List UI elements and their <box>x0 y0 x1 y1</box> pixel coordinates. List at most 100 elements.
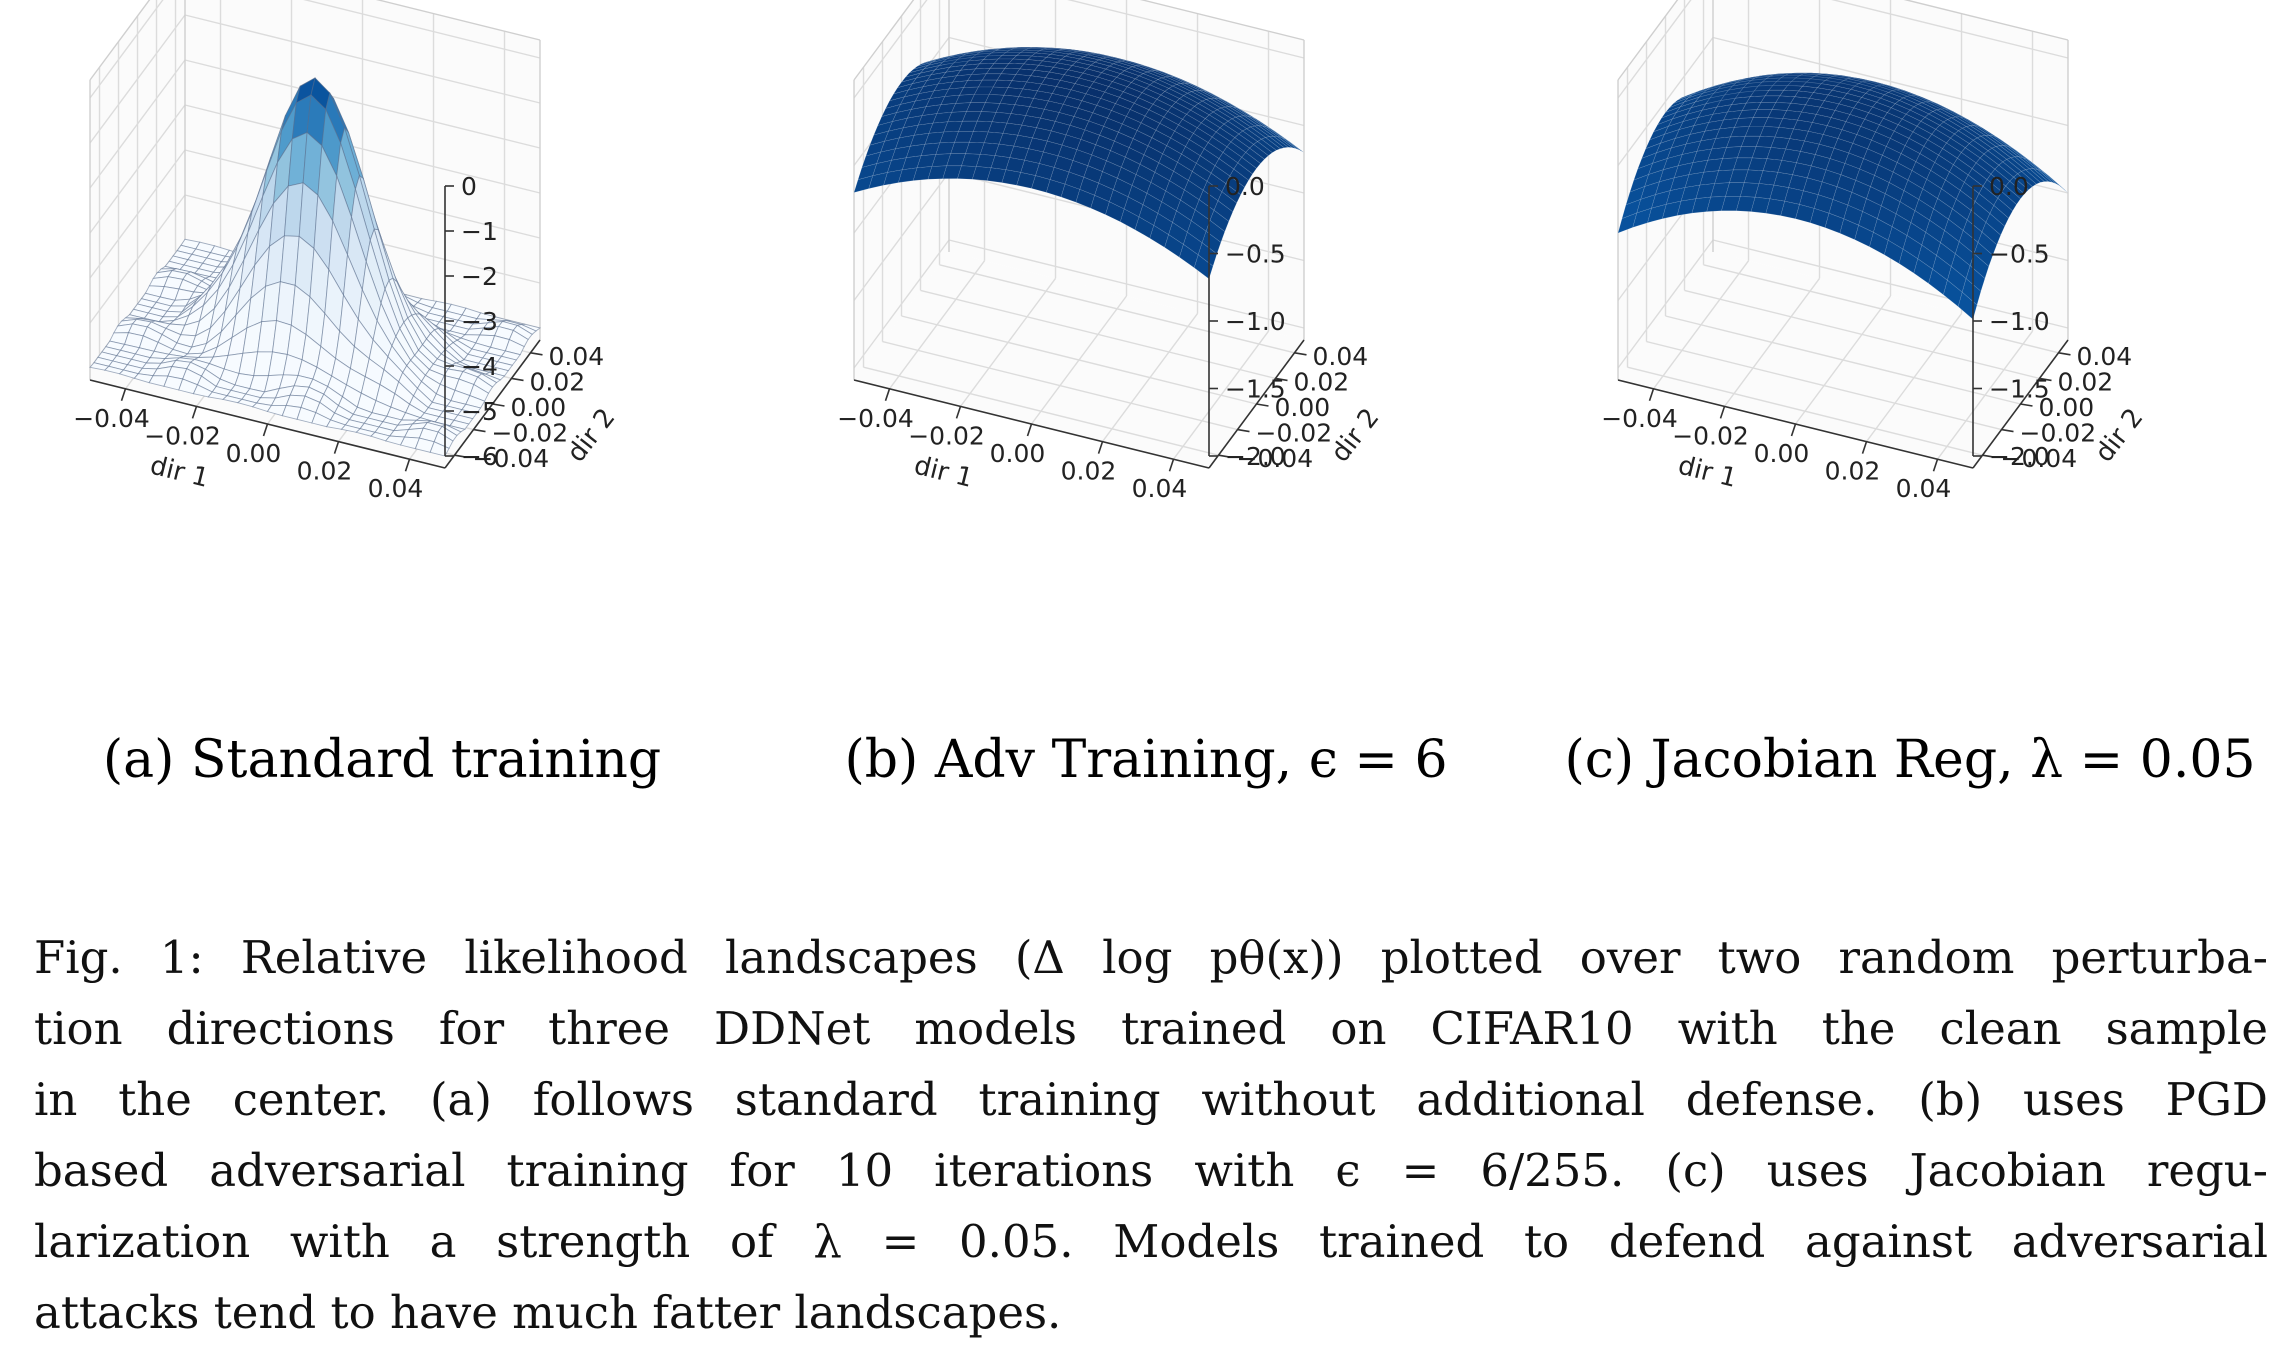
x-tick-mark <box>955 406 962 419</box>
subfigure-adv-training: −0.04 −0.02 0.00 0.02 0.04 −0.04 −0.02 0.00 0.02… <box>764 0 1528 880</box>
y-tick-label: −0.04 <box>2001 444 2078 473</box>
pane-edge <box>1139 0 1305 41</box>
grid-line <box>1684 289 2040 380</box>
y-tick-mark <box>2020 403 2033 407</box>
figure-caption: Fig. 1: Relative likelihood landscapes (… <box>34 922 2268 1348</box>
grid-line <box>184 104 541 194</box>
grid-line <box>303 0 541 59</box>
grid-line <box>1617 37 1714 166</box>
y-tick-mark <box>2039 377 2052 382</box>
x-tick-mark <box>404 458 411 472</box>
surface-facet <box>1264 136 1285 150</box>
y-tick-mark <box>1237 428 1250 433</box>
y-tick-label: 0.00 <box>511 393 567 422</box>
subcaption-b: (b) Adv Training, ϵ = 6 <box>844 730 1448 790</box>
grid-line <box>89 149 186 279</box>
y-tick-label: 0.04 <box>549 342 605 371</box>
surface-facet <box>2020 169 2041 185</box>
y-tick-mark <box>2058 352 2071 356</box>
y-axis-label: dir 2 <box>2089 403 2149 468</box>
x-tick-mark <box>1790 423 1797 437</box>
x-tick-mark <box>1719 406 1726 419</box>
surface-facet <box>2009 176 2029 195</box>
y-tick-label: 0.04 <box>1313 342 1369 371</box>
y-tick-mark <box>1275 377 1288 382</box>
z-tick-label: −6 <box>461 442 498 471</box>
surface-facet <box>1249 144 1269 160</box>
grid-line <box>853 239 950 369</box>
x-tick-mark <box>262 423 269 437</box>
x-tick-label: 0.04 <box>1132 474 1188 503</box>
surface-facet <box>2001 185 2021 205</box>
pane-edge <box>89 0 151 81</box>
surface-facet <box>1213 200 1234 222</box>
surface-facet <box>1256 138 1277 153</box>
x-tick-mark <box>1168 458 1175 472</box>
surface-facet <box>2024 168 2045 183</box>
x-tick-mark <box>1648 388 1655 402</box>
axes-ticks: −0.04−0.020.000.020.04−0.04−0.020.000.02… <box>837 172 1385 503</box>
surface-plot-adv-training: −0.04−0.020.000.020.04−0.04−0.020.000.02… <box>837 0 1386 503</box>
y-tick-label: 0.00 <box>2039 393 2095 422</box>
grid-line <box>882 340 1238 431</box>
y-tick-label: −0.02 <box>492 419 569 448</box>
y-tick-label: 0.02 <box>530 367 586 396</box>
y-axis-label: dir 2 <box>1325 403 1385 468</box>
surface-facet <box>1965 265 1986 292</box>
surface-facet <box>1260 137 1281 151</box>
grid-line <box>1617 239 1714 369</box>
surface-facet <box>1977 231 1998 256</box>
x-tick-mark <box>333 441 340 454</box>
subcaption-c: (c) Jacobian Reg, λ = 0.05 <box>1564 730 2256 790</box>
subcaption-a: (a) Standard training <box>102 730 662 790</box>
x-tick-mark <box>191 406 198 419</box>
grid-line <box>1712 36 2069 127</box>
surface-facet <box>2013 173 2033 191</box>
z-tick-label: −5 <box>461 397 498 426</box>
x-tick-label: −0.04 <box>73 404 150 433</box>
surface-facet <box>1981 221 2002 246</box>
x-axis-label: dir 1 <box>1675 451 1740 494</box>
x-tick-label: −0.02 <box>908 421 985 450</box>
caption-line: larization with a strength of λ = 0.05. … <box>34 1215 2268 1268</box>
subfigure-jacobian-reg: −0.04 −0.02 0.00 0.02 0.04 −0.04 −0.02 0.00 0.02… <box>1528 0 2292 880</box>
surface <box>853 46 1305 280</box>
surface-facet <box>1209 209 1230 233</box>
surface-facet <box>2028 168 2049 182</box>
x-tick-mark <box>1861 441 1868 454</box>
grid-line <box>1646 340 2002 431</box>
grid-line <box>184 14 541 104</box>
surface-facet <box>1217 191 1238 213</box>
grid-line <box>863 366 1219 456</box>
x-tick-label: 0.02 <box>1825 457 1881 486</box>
y-tick-label: 0.02 <box>2058 367 2114 396</box>
y-tick-mark <box>2001 428 2014 433</box>
grid-line <box>1831 0 2069 59</box>
surface-facet <box>2017 171 2037 187</box>
z-tick-label: −0.5 <box>1225 240 1286 269</box>
z-tick-label: −1.0 <box>1989 307 2050 336</box>
grid-line <box>1665 315 2021 405</box>
y-tick-mark <box>511 377 524 382</box>
surface-facet <box>1201 230 1222 255</box>
grid-line <box>89 104 186 234</box>
z-tick-label: −2.0 <box>1225 442 1286 471</box>
z-tick-label: −2 <box>461 262 498 291</box>
y-tick-label: 0.02 <box>1294 367 1350 396</box>
z-tick-label: −1.5 <box>1989 375 2050 404</box>
x-tick-label: 0.04 <box>1896 474 1952 503</box>
grid-line <box>1067 0 1305 59</box>
grid-line <box>920 289 1276 380</box>
y-tick-label: −0.04 <box>473 444 550 473</box>
y-axis-label: dir 2 <box>561 403 621 468</box>
y-tick-label: −0.02 <box>2020 419 2097 448</box>
surface-facet <box>2005 180 2025 200</box>
x-tick-label: −0.04 <box>1601 404 1678 433</box>
z-tick-label: 0.0 <box>1989 172 2029 201</box>
z-tick-label: 0 <box>461 172 477 201</box>
surface-facet <box>1245 147 1265 164</box>
caption-line: tion directions for three DDNet models t… <box>34 1002 2268 1055</box>
grid-line <box>853 0 928 99</box>
z-tick-label: −3 <box>461 307 498 336</box>
